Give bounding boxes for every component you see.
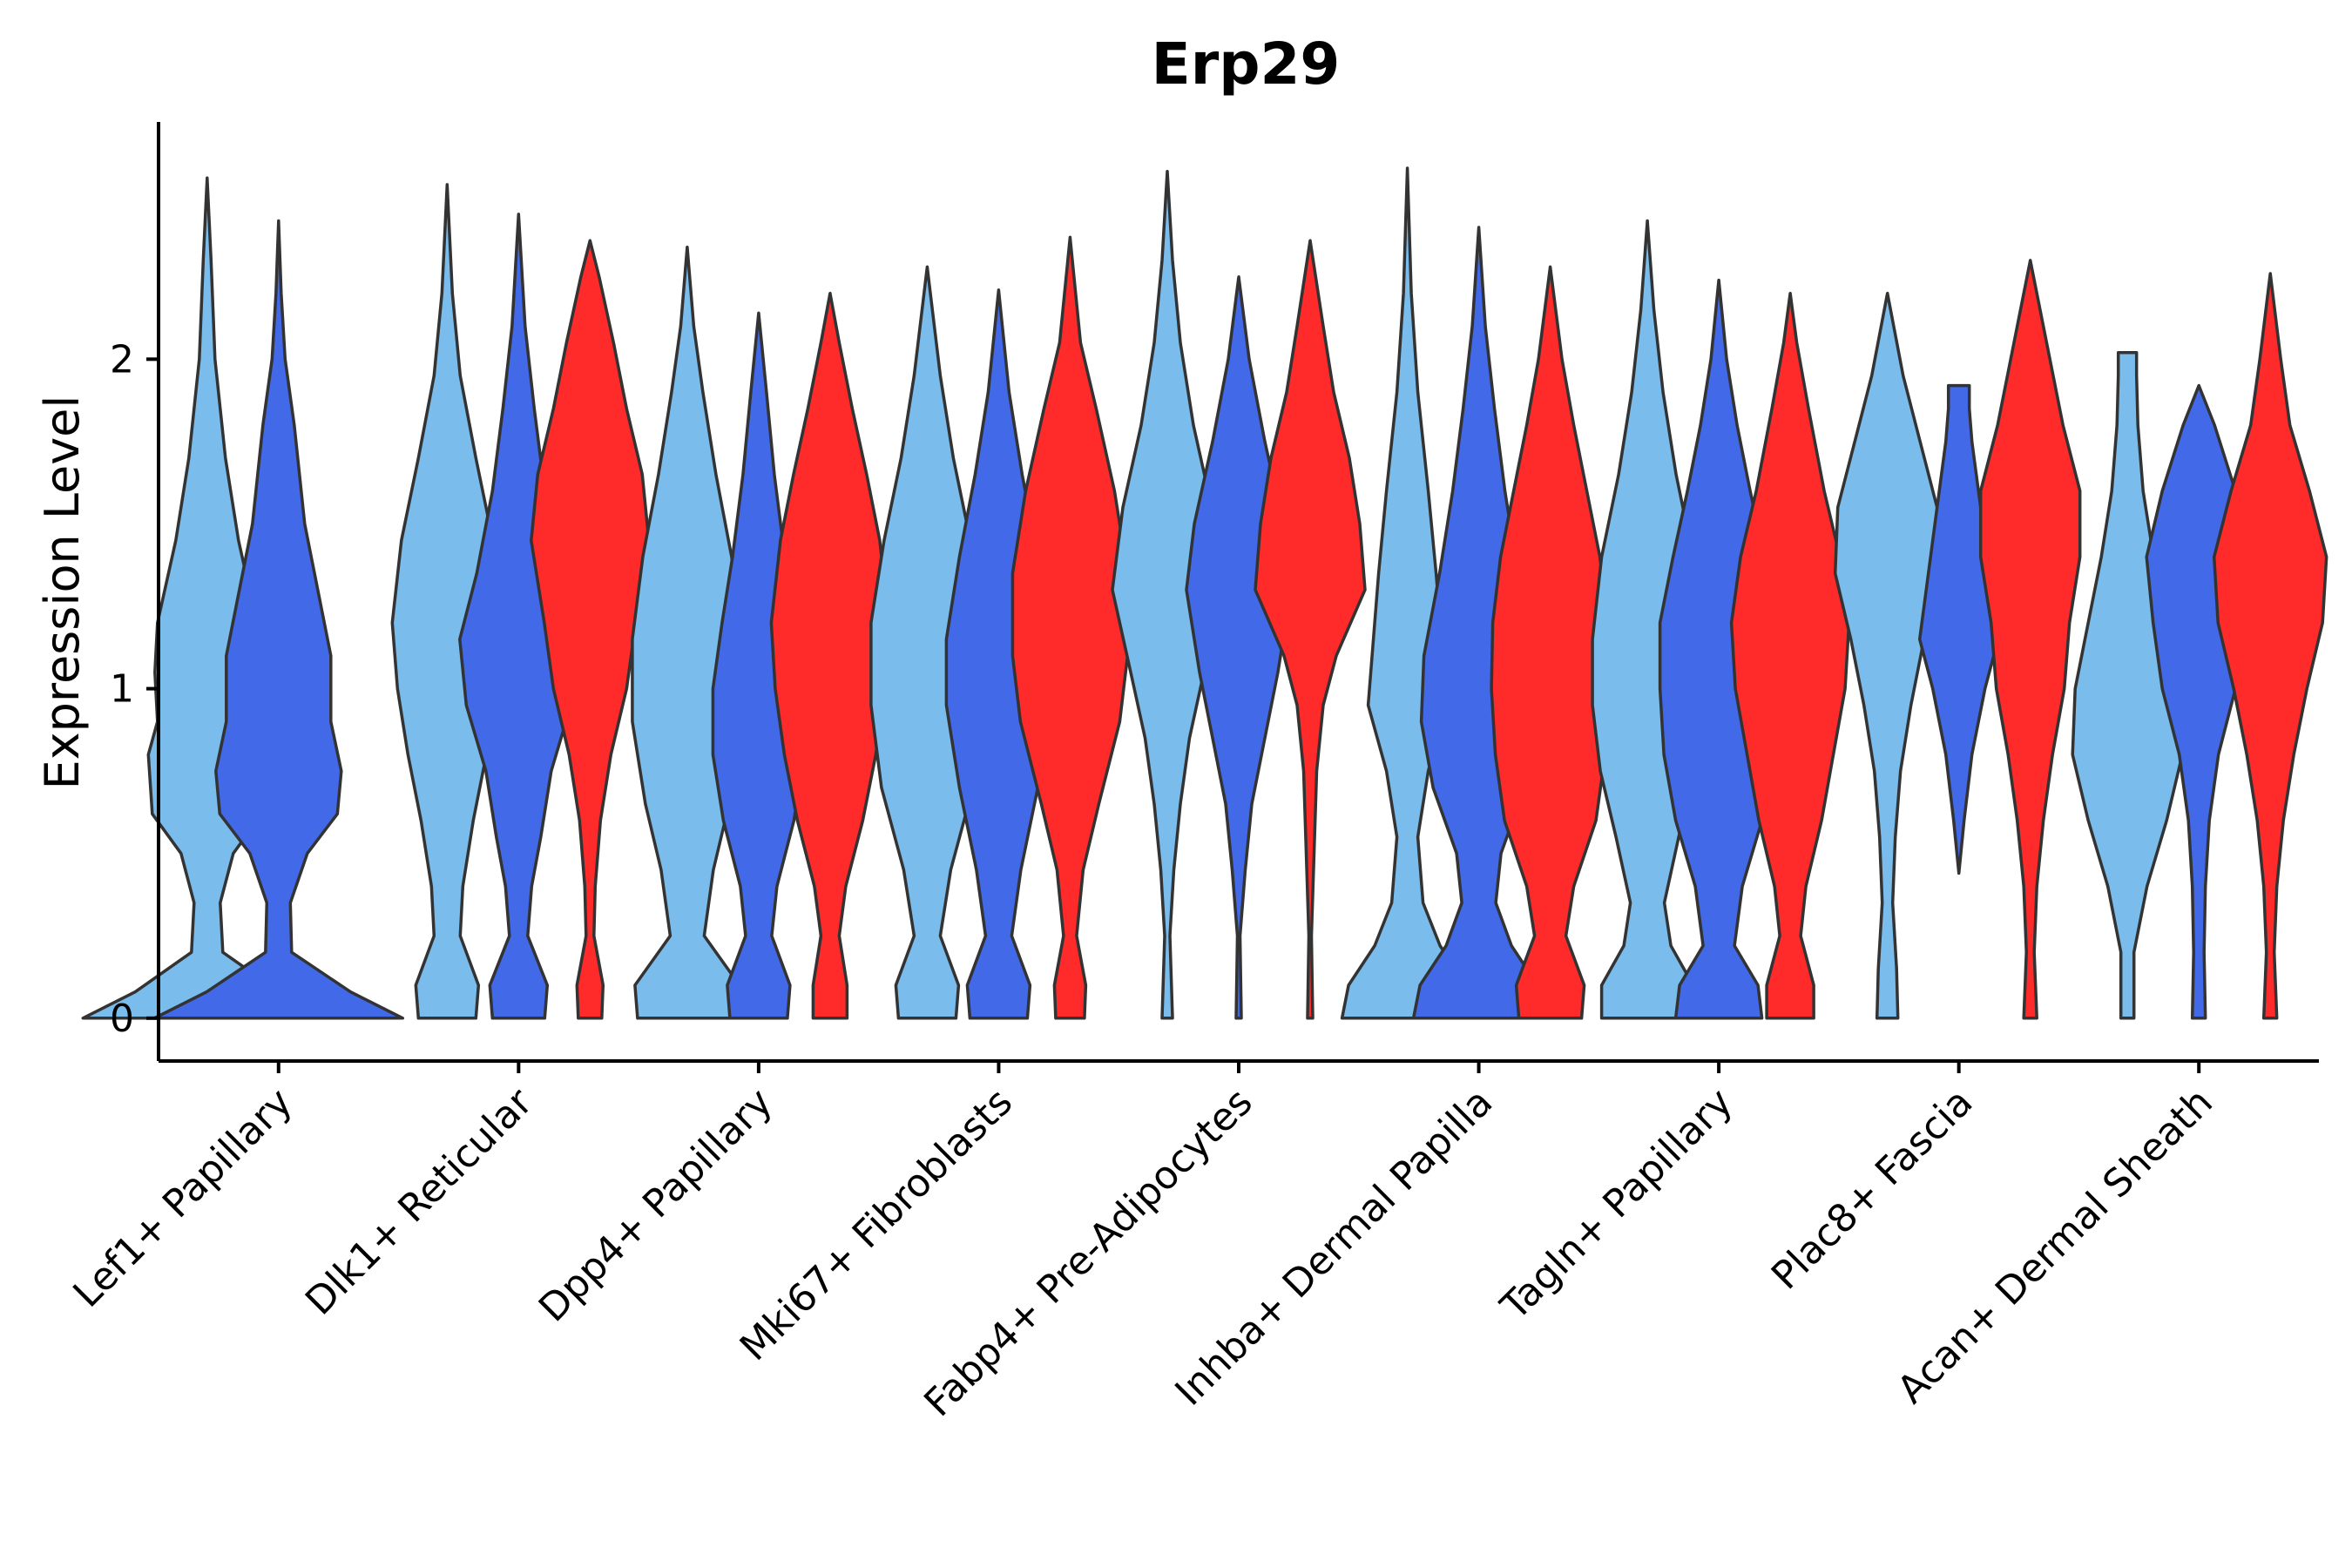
violin-4-2 [1254,239,1367,1020]
violin-8-2 [2212,272,2328,1020]
y-tick-label: 2 [110,337,134,382]
y-tick-label: 1 [110,667,134,712]
violin-2-1 [711,311,807,1020]
violin-3-0 [869,265,985,1020]
y-axis-label: Expression Level [35,395,90,790]
x-tick-label: Lef1+ Papillary [64,1080,301,1316]
x-tick-label: Mki67+ Fibroblasts [732,1080,1021,1369]
x-tick-label: Dlk1+ Reticular [297,1079,542,1324]
violin-7-0 [1833,291,1942,1020]
violin-6-2 [1729,291,1851,1020]
violin-7-2 [1978,259,2082,1020]
violin-1-1 [458,213,579,1020]
x-tick-label: Plac8+ Fascia [1763,1080,1982,1299]
violin-1-0 [390,183,504,1020]
x-tick-label: Dpp4+ Papillary [531,1080,781,1331]
violin-5-0 [1340,166,1475,1020]
violin-0-1 [152,219,405,1020]
violin-2-2 [769,291,891,1020]
violin-3-2 [1010,235,1130,1020]
x-tick-label: Tagln+ Papillary [1492,1080,1741,1329]
violin-group [81,166,2328,1020]
violin-5-2 [1490,265,1611,1020]
violin-4-0 [1111,169,1224,1020]
violin-3-1 [944,288,1053,1020]
chart-title: Erp29 [1152,30,1341,98]
violin-7-1 [1917,383,2000,875]
violin-1-2 [530,239,651,1020]
violin-4-1 [1185,275,1293,1020]
y-tick-label: 0 [110,997,134,1041]
